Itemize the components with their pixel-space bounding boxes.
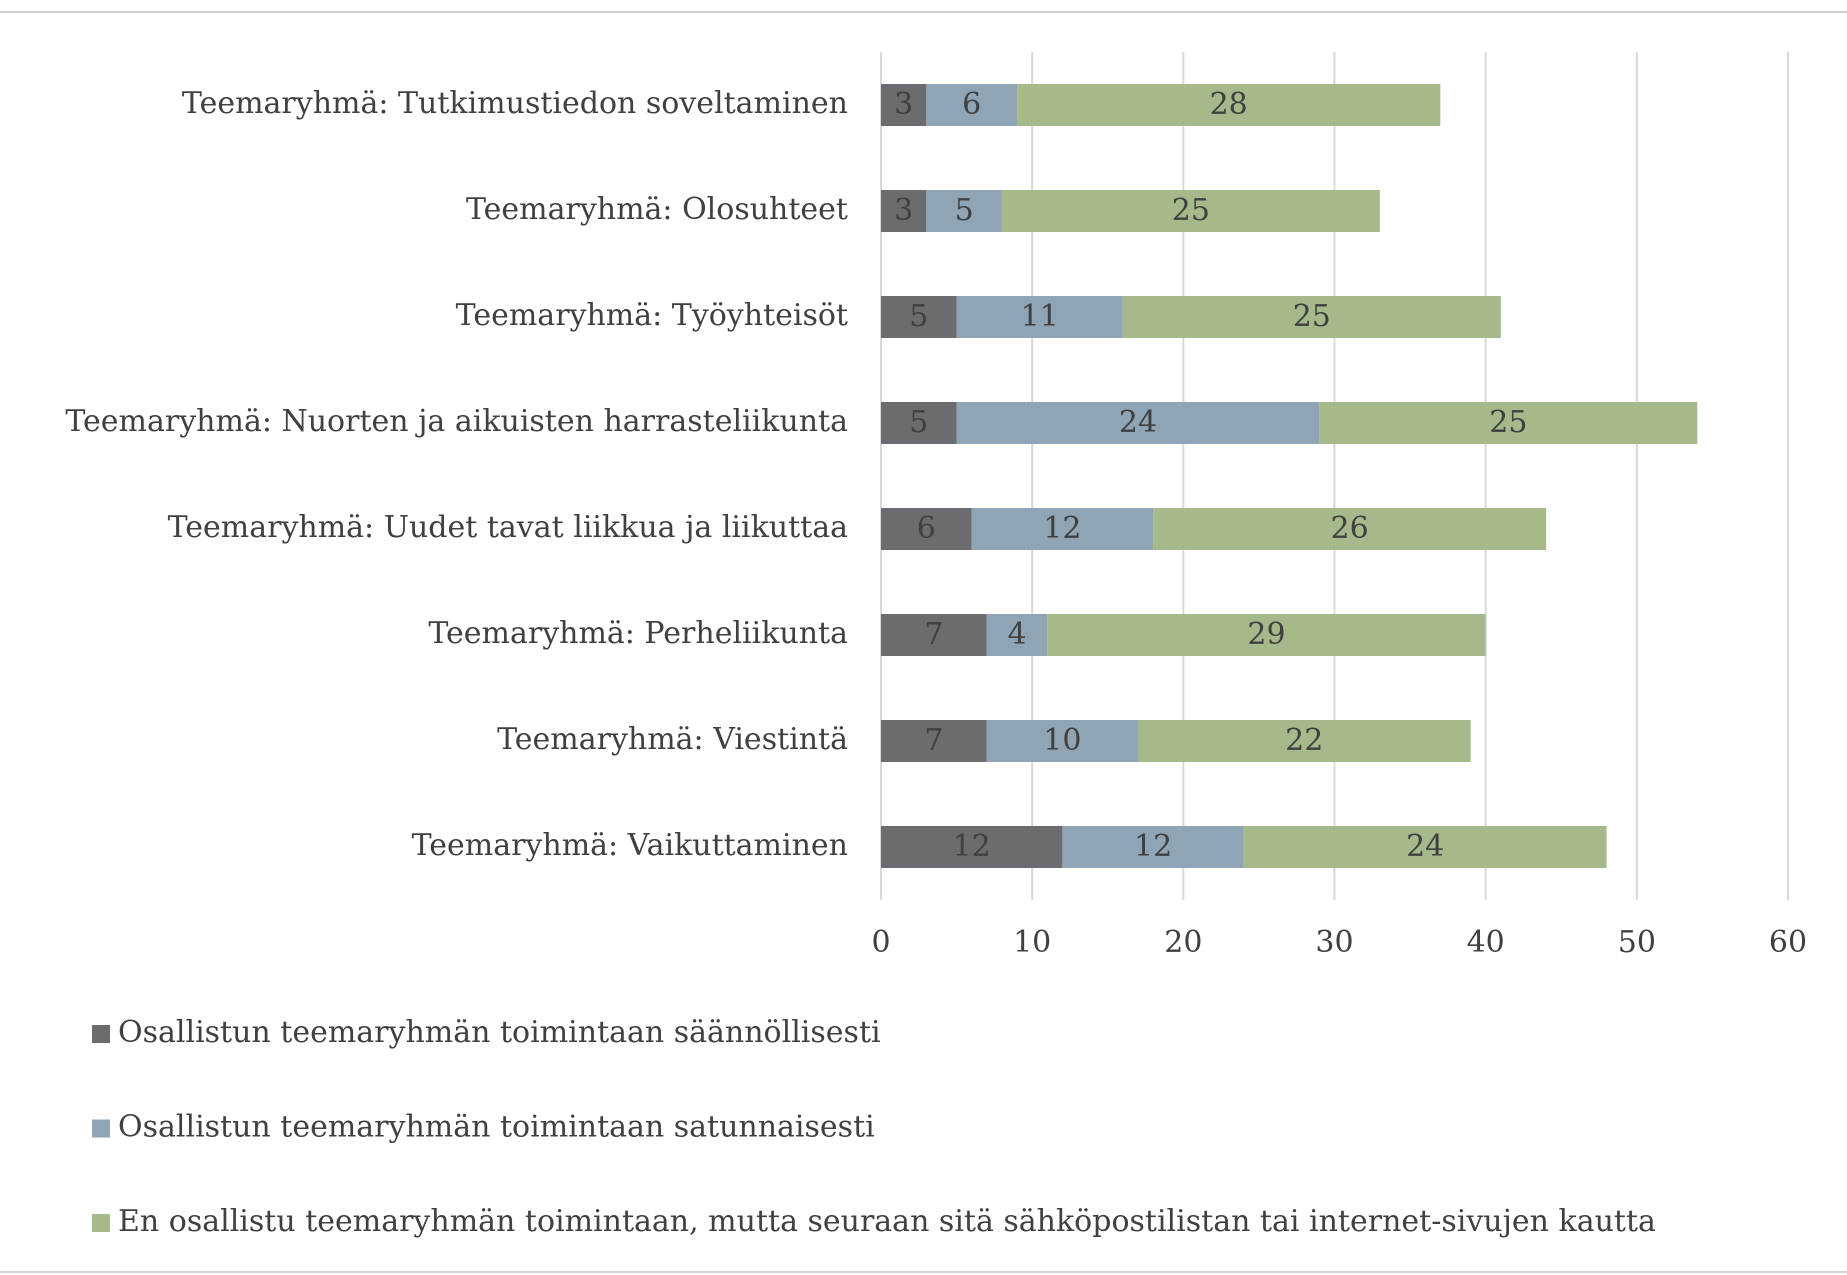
data-label: 25: [1489, 405, 1527, 440]
data-label: 12: [1043, 511, 1081, 546]
y-tick-label: Teemaryhmä: Tutkimustiedon soveltaminen: [182, 86, 848, 121]
data-label: 5: [909, 405, 928, 440]
x-tick-label: 60: [1769, 925, 1807, 960]
bar-segment: [956, 402, 1320, 444]
bar-segment: [1062, 826, 1244, 868]
bar-segment: [1001, 190, 1380, 232]
legend-label: En osallistu teemaryhmän toimintaan, mut…: [118, 1204, 1656, 1239]
data-label: 7: [924, 723, 943, 758]
legend-label: Osallistun teemaryhmän toimintaan satunn…: [118, 1110, 875, 1145]
y-tick-label: Teemaryhmä: Työyhteisöt: [456, 298, 848, 333]
y-tick-label: Teemaryhmä: Nuorten ja aikuisten harrast…: [65, 404, 848, 439]
y-tick-label: Teemaryhmä: Olosuhteet: [466, 192, 848, 227]
legend-swatch: [92, 1214, 110, 1232]
bar-segment: [986, 614, 1048, 656]
bar-segment: [926, 84, 1018, 126]
data-label: 29: [1247, 617, 1285, 652]
bar-segment: [986, 720, 1138, 762]
x-tick-label: 0: [871, 925, 890, 960]
data-label: 5: [955, 193, 974, 228]
data-label: 3: [894, 193, 913, 228]
data-label: 25: [1293, 299, 1331, 334]
bar-segment: [1122, 296, 1501, 338]
bar-segment: [956, 296, 1123, 338]
data-label: 12: [1134, 829, 1172, 864]
x-tick-label: 50: [1618, 925, 1656, 960]
y-tick-label: Teemaryhmä: Vaikuttaminen: [412, 828, 848, 863]
bar-segment: [1319, 402, 1698, 444]
data-label: 3: [894, 87, 913, 122]
bar-segment: [1153, 508, 1547, 550]
data-label: 28: [1210, 87, 1248, 122]
bar-segment: [1243, 826, 1607, 868]
data-label: 22: [1285, 723, 1323, 758]
data-label: 25: [1172, 193, 1210, 228]
bar-segment: [971, 508, 1154, 550]
y-tick-label: Teemaryhmä: Uudet tavat liikkua ja liiku…: [168, 510, 849, 545]
legend-swatch: [92, 1119, 110, 1138]
data-label: 11: [1021, 299, 1059, 334]
x-tick-label: 10: [1013, 925, 1051, 960]
data-label: 10: [1043, 723, 1081, 758]
bar-segment: [881, 402, 957, 444]
y-tick-label: Teemaryhmä: Perheliikunta: [428, 616, 848, 651]
bar-segment: [881, 296, 957, 338]
bar-segment: [881, 826, 1063, 868]
bar-segment: [881, 190, 927, 232]
bar-segment: [1047, 614, 1486, 656]
bar-segment: [881, 84, 927, 126]
bar-segment: [881, 508, 972, 550]
bar-segment: [881, 614, 987, 656]
data-label: 5: [909, 299, 928, 334]
x-tick-label: 40: [1467, 925, 1505, 960]
data-label: 6: [917, 511, 936, 546]
bar-segment: [1017, 84, 1441, 126]
bar-segment: [881, 720, 987, 762]
data-label: 7: [924, 617, 943, 652]
data-label: 6: [962, 87, 981, 122]
data-label: 4: [1008, 617, 1027, 652]
x-tick-label: 30: [1315, 925, 1353, 960]
legend-swatch: [92, 1025, 110, 1043]
y-tick-label: Teemaryhmä: Viestintä: [497, 722, 848, 757]
x-tick-label: 20: [1164, 925, 1202, 960]
data-label: 26: [1331, 511, 1369, 546]
bar-segment: [1137, 720, 1471, 762]
data-label: 24: [1406, 829, 1444, 864]
legend-label: Osallistun teemaryhmän toimintaan säännö…: [118, 1015, 881, 1050]
data-label: 24: [1119, 405, 1157, 440]
data-label: 12: [953, 829, 991, 864]
bar-segment: [926, 190, 1002, 232]
